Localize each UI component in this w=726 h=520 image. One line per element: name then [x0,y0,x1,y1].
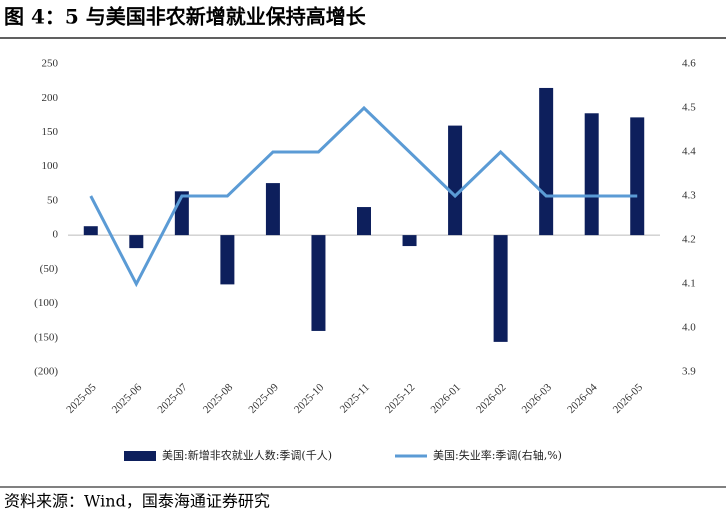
y2-tick-label: 4.6 [682,58,696,70]
y-tick-label: 100 [42,160,59,172]
x-tick-label: 2025-08 [201,381,236,416]
x-tick-label: 2026-04 [565,381,600,416]
y-tick-label: (200) [34,366,58,378]
y-tick-label: 250 [42,58,59,70]
y2-tick-label: 4.3 [682,190,696,202]
bar [311,235,326,331]
y2-tick-label: 4.0 [682,322,696,334]
y-tick-label: (150) [34,331,58,343]
y2-tick-label: 4.1 [682,278,696,290]
legend-label: 美国:失业率:季调(右轴,%) [433,448,562,462]
bar [83,226,98,236]
x-tick-label: 2025-06 [110,381,145,416]
y2-tick-label: 4.5 [682,102,696,114]
bar [448,125,463,236]
x-tick-label: 2025-10 [292,381,327,416]
source: 资料来源：Wind，国泰海通证券研究 [4,492,270,511]
y-tick-label: 200 [42,92,59,104]
x-tick-label: 2025-12 [383,381,417,415]
x-tick-label: 2026-01 [429,381,463,415]
bar [584,113,599,236]
bar [129,235,144,249]
bar [265,183,280,236]
y-tick-label: (100) [34,297,58,309]
x-tick-label: 2025-07 [155,381,190,416]
bar [402,235,417,247]
y2-tick-label: 4.4 [682,146,696,158]
bar [220,235,235,285]
y-tick-label: 0 [53,229,59,241]
x-tick-label: 2026-03 [520,381,555,416]
x-tick-label: 2026-05 [611,381,646,416]
bar [539,87,554,236]
x-tick-label: 2026-02 [474,381,508,415]
bar [493,235,508,342]
y2-tick-label: 3.9 [682,366,696,378]
y-tick-label: 150 [42,126,59,138]
y2-tick-label: 4.2 [682,234,696,246]
bar [630,117,645,236]
y-tick-label: (50) [40,263,59,275]
legend-swatch [124,451,156,461]
x-tick-label: 2025-05 [64,381,99,416]
legend-label: 美国:新增非农就业人数:季调(千人) [162,448,332,462]
x-tick-label: 2025-09 [246,381,281,416]
title: 图 4：5 与美国非农新增就业保持高增长 [4,5,367,29]
y-tick-label: 50 [47,194,59,206]
x-tick-label: 2025-11 [338,381,372,415]
bar [357,207,371,236]
line [89,105,638,288]
